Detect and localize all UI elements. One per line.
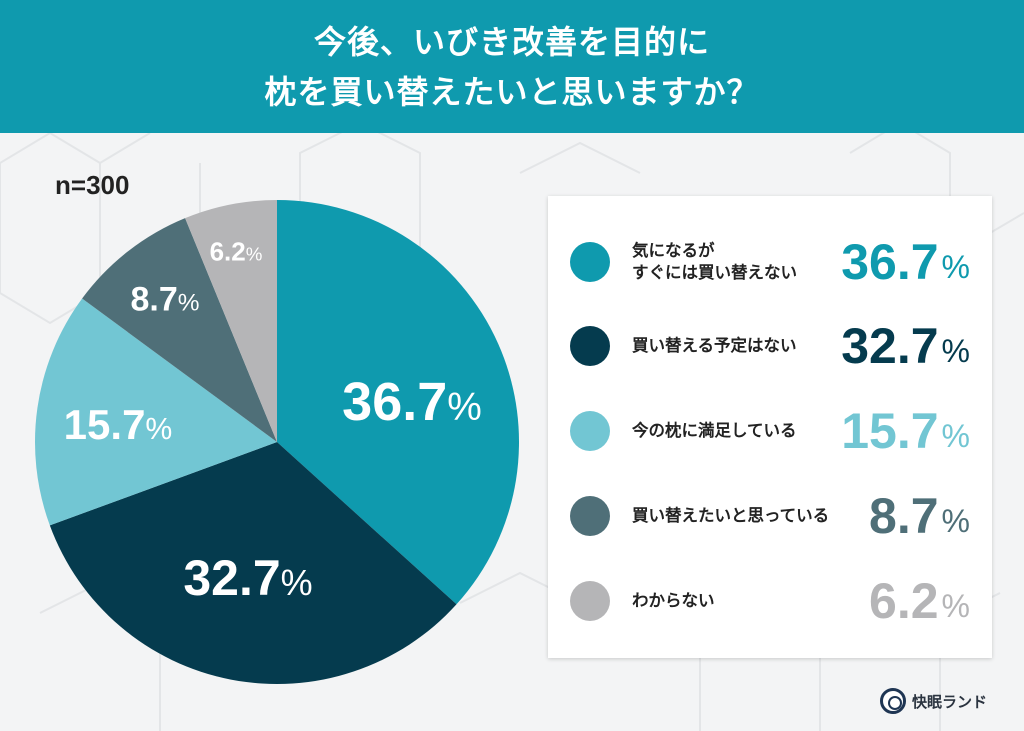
pie-slice [185, 200, 277, 442]
pie-slice [49, 442, 457, 684]
pie-slice [82, 218, 277, 442]
legend-item: 買い替える予定はない 32.7% [548, 306, 992, 386]
brand-footer: 快眠ランド [880, 686, 987, 716]
legend-label: わからない [632, 591, 715, 610]
legend-label: 今の枕に満足している [632, 421, 797, 440]
legend-panel: 気になるが すぐには買い替えない 36.7% 買い替える予定はない 32.7% … [548, 196, 992, 658]
legend-value: 32.7% [841, 318, 970, 374]
legend-value: 36.7% [841, 234, 970, 290]
pie-label-slice-3: 15.7% [63, 401, 173, 448]
pie-label-slice-4: 8.7% [130, 280, 200, 319]
legend-swatch [570, 326, 610, 366]
legend-item: わからない 6.2% [548, 561, 992, 641]
legend-value: 15.7% [841, 403, 970, 459]
legend-item: 気になるが すぐには買い替えない 36.7% [548, 222, 992, 302]
chart-title-banner: 今後、いびき改善を目的に 枕を買い替えたいと思いますか？ [0, 0, 1024, 133]
title-line-1: 今後、いびき改善を目的に [313, 22, 710, 61]
brand-logo-icon [880, 688, 906, 714]
legend-label: 買い替えたいと思っている [632, 506, 830, 525]
legend-value: 8.7% [869, 488, 970, 544]
legend-label: 気になるが すぐには買い替えない [632, 241, 797, 282]
legend-swatch [570, 496, 610, 536]
sample-size-label: n=300 [55, 170, 130, 200]
legend-value: 6.2% [869, 573, 970, 629]
pie-label-slice-5: 6.2% [209, 236, 263, 267]
title-line-2: 枕を買い替えたいと思いますか？ [264, 72, 760, 111]
legend-label: 買い替える予定はない [632, 336, 797, 355]
pie-slice [277, 200, 519, 605]
legend-item: 今の枕に満足している 15.7% [548, 391, 992, 471]
legend-swatch [570, 581, 610, 621]
pie-label-slice-2: 32.7% [183, 550, 313, 606]
legend-swatch [570, 411, 610, 451]
brand-name: 快眠ランド [912, 692, 988, 711]
legend-item: 買い替えたいと思っている 8.7% [548, 476, 992, 556]
legend-swatch [570, 242, 610, 282]
pie-slice [35, 298, 278, 526]
pie-label-slice-1: 36.7% [342, 372, 482, 432]
